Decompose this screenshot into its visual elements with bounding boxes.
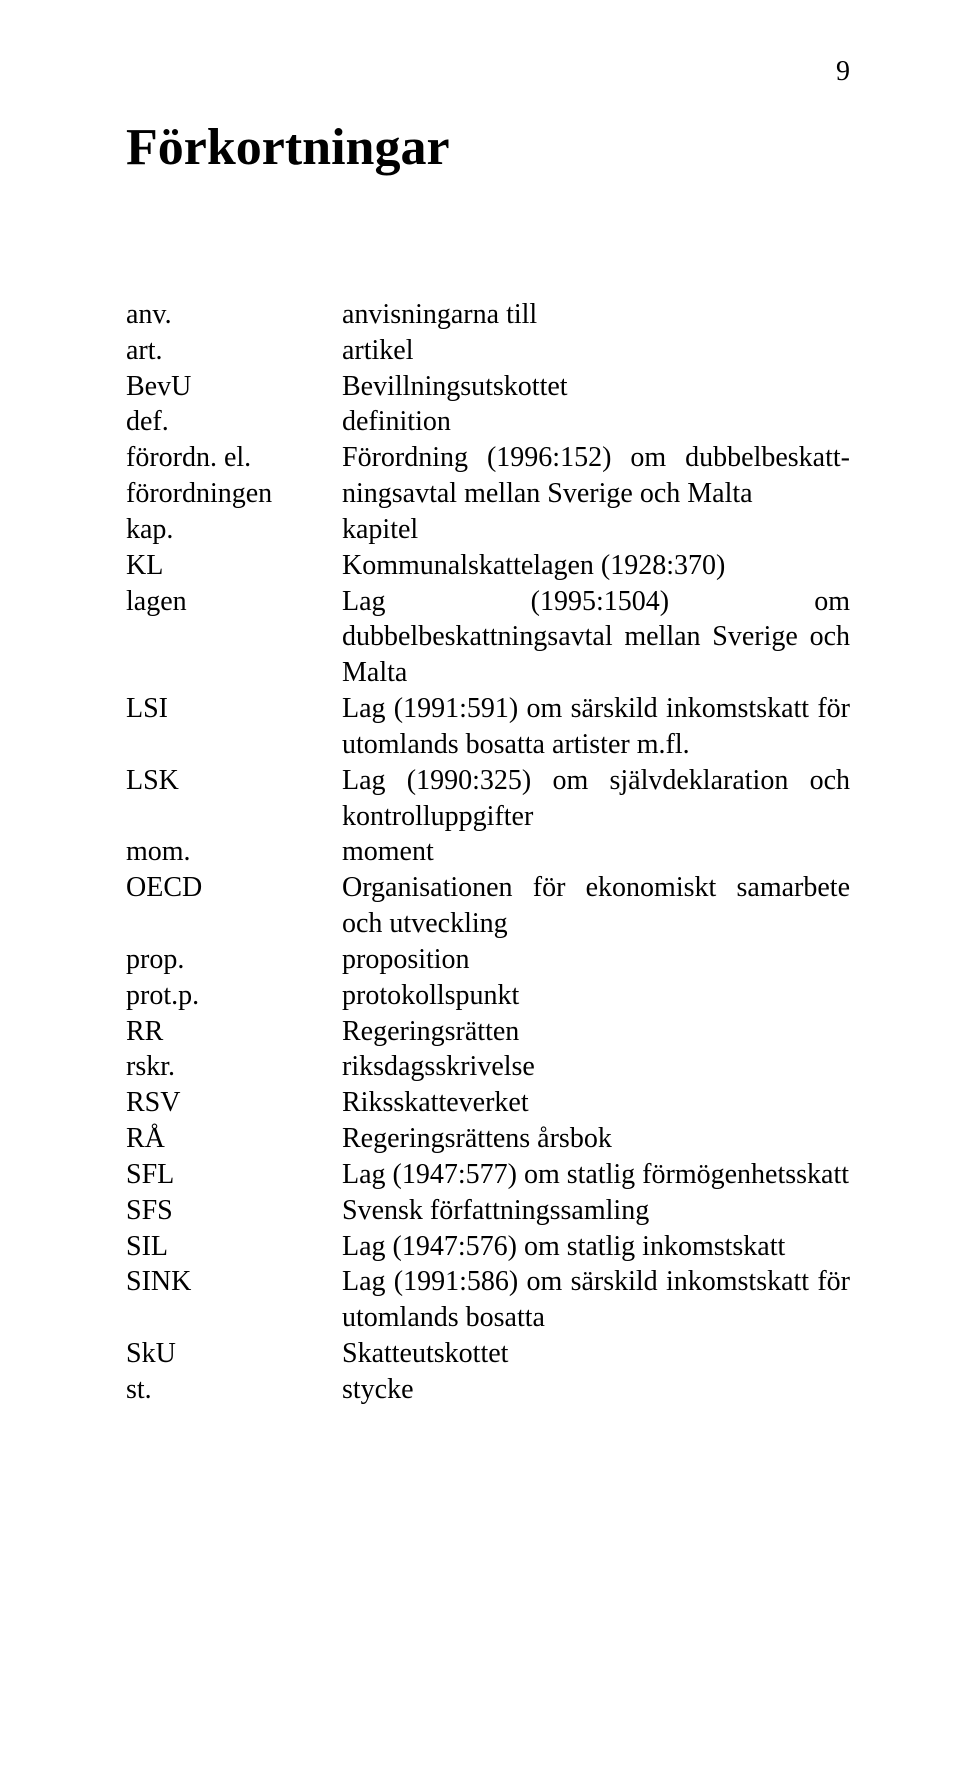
- table-row: SINKLag (1991:586) om särskild inkomstsk…: [126, 1264, 850, 1336]
- abbreviation-definition: Svensk författningssamling: [342, 1193, 850, 1229]
- page-title: Förkortningar: [126, 118, 850, 177]
- abbreviation-term: LSI: [126, 691, 342, 763]
- abbreviation-definition: Organisationen för ekonomiskt samarbete …: [342, 870, 850, 942]
- abbreviation-term: prop.: [126, 942, 342, 978]
- table-row: rskr.riksdagsskrivelse: [126, 1049, 850, 1085]
- table-row: BevUBevillningsutskottet: [126, 369, 850, 405]
- abbreviation-term: SIL: [126, 1229, 342, 1265]
- abbreviation-definition: Bevillningsutskottet: [342, 369, 850, 405]
- abbreviation-definition: Riksskatteverket: [342, 1085, 850, 1121]
- abbreviation-definition: moment: [342, 834, 850, 870]
- table-row: kap.kapitel: [126, 512, 850, 548]
- abbreviations-tbody: anv.anvisningarna tillart.artikelBevUBev…: [126, 297, 850, 1408]
- abbreviation-term: SFS: [126, 1193, 342, 1229]
- abbreviation-definition: Lag (1947:577) om statlig förmögenhetssk…: [342, 1157, 850, 1193]
- abbreviation-definition: Kommunalskattelagen (1928:370): [342, 548, 850, 584]
- abbreviation-term: lagen: [126, 584, 342, 691]
- table-row: anv.anvisningarna till: [126, 297, 850, 333]
- abbreviation-term: mom.: [126, 834, 342, 870]
- abbreviation-term: RÅ: [126, 1121, 342, 1157]
- table-row: prot.p.protokollspunkt: [126, 978, 850, 1014]
- table-row: förordn. el. förordningenFörordning (199…: [126, 440, 850, 512]
- abbreviation-term: kap.: [126, 512, 342, 548]
- abbreviation-definition: stycke: [342, 1372, 850, 1408]
- abbreviation-definition: Lag (1991:591) om särskild inkomstskatt …: [342, 691, 850, 763]
- table-row: OECDOrganisationen för ekonomiskt samarb…: [126, 870, 850, 942]
- abbreviation-definition: Lag (1947:576) om statlig inkomstskatt: [342, 1229, 850, 1265]
- table-row: SFLLag (1947:577) om statlig förmögenhet…: [126, 1157, 850, 1193]
- abbreviation-definition: proposition: [342, 942, 850, 978]
- abbreviation-term: BevU: [126, 369, 342, 405]
- abbreviation-term: LSK: [126, 763, 342, 835]
- abbreviation-definition: Lag (1995:1504) om dubbelbeskattningsavt…: [342, 584, 850, 691]
- page: 9 Förkortningar anv.anvisningarna tillar…: [0, 0, 960, 1775]
- abbreviation-term: OECD: [126, 870, 342, 942]
- abbreviation-term: def.: [126, 404, 342, 440]
- abbreviation-term: anv.: [126, 297, 342, 333]
- abbreviation-definition: kapitel: [342, 512, 850, 548]
- abbreviation-term: prot.p.: [126, 978, 342, 1014]
- abbreviation-term: SkU: [126, 1336, 342, 1372]
- abbreviation-definition: protokollspunkt: [342, 978, 850, 1014]
- table-row: LSKLag (1990:325) om självdeklaration oc…: [126, 763, 850, 835]
- abbreviation-definition: Regeringsrättens årsbok: [342, 1121, 850, 1157]
- table-row: def.definition: [126, 404, 850, 440]
- table-row: KLKommunalskattelagen (1928:370): [126, 548, 850, 584]
- table-row: lagenLag (1995:1504) om dubbelbeskattnin…: [126, 584, 850, 691]
- abbreviation-definition: anvisningarna till: [342, 297, 850, 333]
- table-row: mom.moment: [126, 834, 850, 870]
- abbreviation-definition: Förordning (1996:152) om dubbelbeskatt­n…: [342, 440, 850, 512]
- abbreviation-term: RR: [126, 1014, 342, 1050]
- abbreviation-term: art.: [126, 333, 342, 369]
- table-row: RRRegeringsrätten: [126, 1014, 850, 1050]
- page-number: 9: [836, 56, 850, 88]
- table-row: SILLag (1947:576) om statlig inkomstskat…: [126, 1229, 850, 1265]
- table-row: prop.proposition: [126, 942, 850, 978]
- abbreviation-definition: artikel: [342, 333, 850, 369]
- abbreviation-definition: Regeringsrätten: [342, 1014, 850, 1050]
- abbreviation-definition: Lag (1990:325) om självdeklaration och k…: [342, 763, 850, 835]
- table-row: st.stycke: [126, 1372, 850, 1408]
- abbreviation-term: förordn. el. förordningen: [126, 440, 342, 512]
- abbreviation-term: rskr.: [126, 1049, 342, 1085]
- abbreviation-definition: Skatteutskottet: [342, 1336, 850, 1372]
- table-row: SFSSvensk författningssamling: [126, 1193, 850, 1229]
- abbreviation-term: st.: [126, 1372, 342, 1408]
- table-row: LSILag (1991:591) om särskild inkomstska…: [126, 691, 850, 763]
- abbreviation-definition: definition: [342, 404, 850, 440]
- abbreviation-term: SFL: [126, 1157, 342, 1193]
- table-row: RÅRegeringsrättens årsbok: [126, 1121, 850, 1157]
- abbreviations-table: anv.anvisningarna tillart.artikelBevUBev…: [126, 297, 850, 1408]
- abbreviation-term: KL: [126, 548, 342, 584]
- table-row: art.artikel: [126, 333, 850, 369]
- abbreviation-definition: Lag (1991:586) om särskild inkomstskatt …: [342, 1264, 850, 1336]
- abbreviation-definition: riksdagsskrivelse: [342, 1049, 850, 1085]
- abbreviation-term: RSV: [126, 1085, 342, 1121]
- table-row: SkUSkatteutskottet: [126, 1336, 850, 1372]
- abbreviation-term: SINK: [126, 1264, 342, 1336]
- table-row: RSVRiksskatteverket: [126, 1085, 850, 1121]
